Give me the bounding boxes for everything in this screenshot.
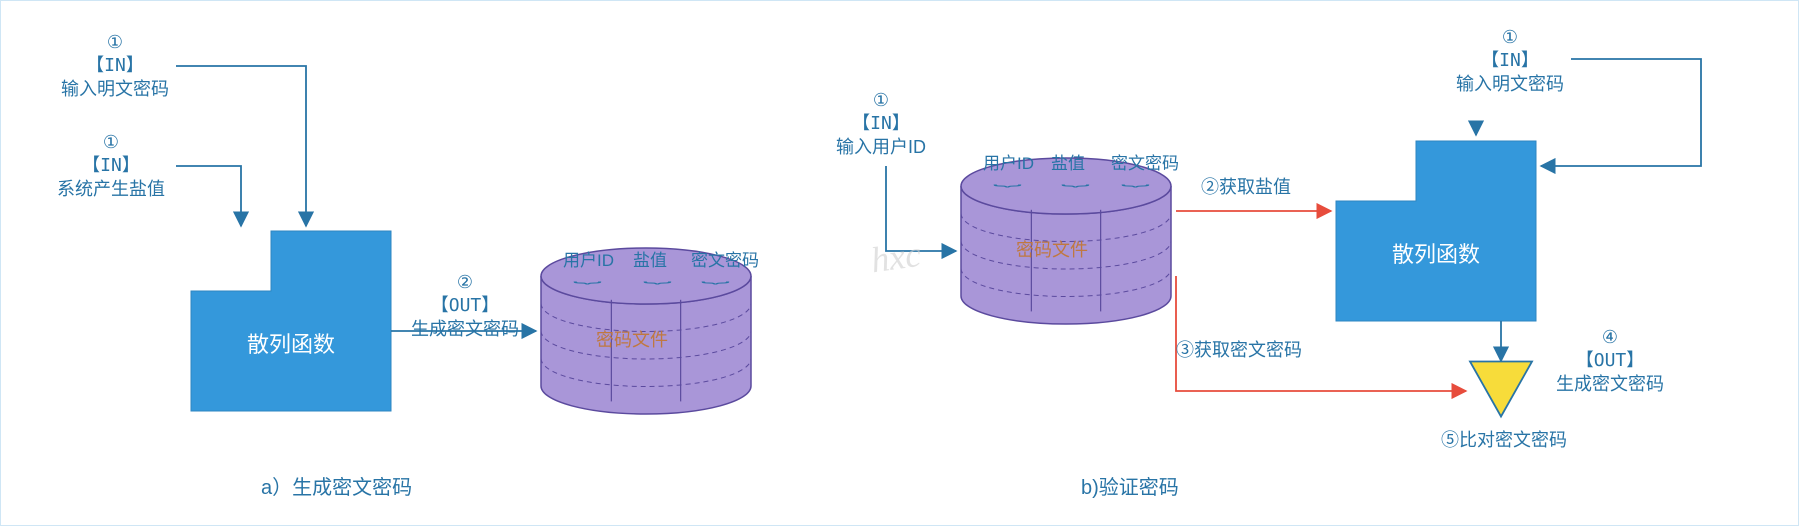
column-label: 用户ID bbox=[983, 149, 1034, 174]
column-label: 用户ID bbox=[563, 246, 614, 271]
label-text: ⑤比对密文密码 bbox=[1441, 429, 1567, 452]
label-text: ①【IN】输入用户ID bbox=[836, 89, 926, 159]
label-text: ④【OUT】生成密文密码 bbox=[1556, 326, 1664, 396]
label-text: 散列函数 bbox=[1336, 241, 1536, 270]
compare-triangle bbox=[1, 1, 2, 2]
label-text: 散列函数 bbox=[191, 331, 391, 360]
label-text: ①【IN】系统产生盐值 bbox=[57, 131, 165, 201]
label-text: ②获取盐值 bbox=[1201, 176, 1291, 199]
label-text: ①【IN】输入明文密码 bbox=[61, 31, 169, 101]
label-text: 密码文件 bbox=[1016, 239, 1088, 262]
brace-icon: ⏟ bbox=[1121, 172, 1150, 188]
brace-icon: ⏟ bbox=[993, 172, 1022, 188]
label-text: ②【OUT】生成密文密码 bbox=[411, 271, 519, 341]
watermark-text: hxc bbox=[868, 233, 923, 282]
brace-icon: ⏟ bbox=[701, 269, 730, 285]
label-text: ③获取密文密码 bbox=[1176, 339, 1302, 362]
label-text: 密码文件 bbox=[596, 329, 668, 352]
brace-icon: ⏟ bbox=[573, 269, 602, 285]
caption-text: a）生成密文密码 bbox=[261, 471, 412, 500]
brace-icon: ⏟ bbox=[1061, 172, 1090, 188]
brace-icon: ⏟ bbox=[643, 269, 672, 285]
column-label: 密文密码 bbox=[691, 246, 759, 271]
column-label: 密文密码 bbox=[1111, 149, 1179, 174]
caption-text: b)验证密码 bbox=[1081, 471, 1179, 500]
label-text: ①【IN】输入明文密码 bbox=[1456, 26, 1564, 96]
column-label: 盐值 bbox=[633, 246, 667, 271]
column-label: 盐值 bbox=[1051, 149, 1085, 174]
